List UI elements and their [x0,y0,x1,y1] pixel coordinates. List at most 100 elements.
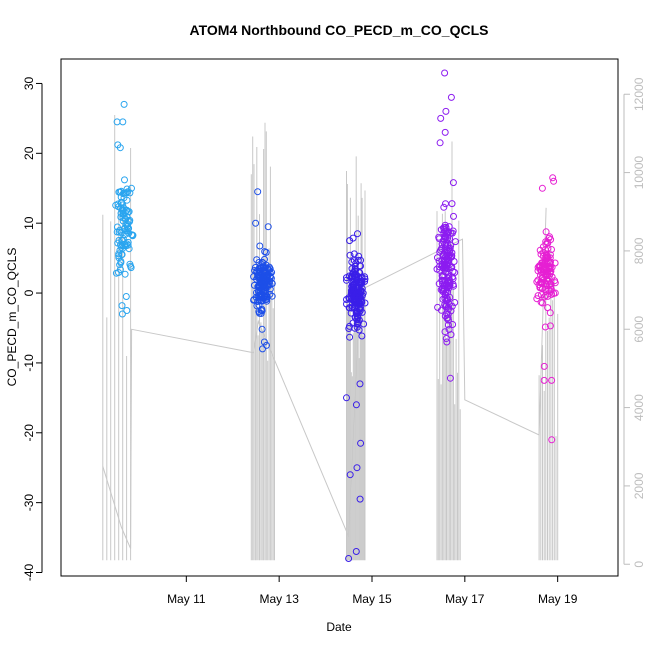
data-point [250,296,258,304]
data-point [353,306,360,314]
left-tick-label: 20 [22,146,36,160]
data-point [439,280,447,288]
data-point [348,258,356,266]
data-point [450,282,457,290]
data-point [543,268,551,276]
data-point [546,309,554,317]
data-point [119,235,127,242]
data-point [129,232,137,240]
chart-title: ATOM4 Northbound CO_PECD_m_CO_QCLS [190,22,489,38]
data-point [442,335,450,342]
data-point [444,288,452,296]
data-point [442,107,450,115]
data-point [350,250,358,258]
left-tick-label: -40 [22,564,36,582]
data-point [113,223,121,231]
right-tick-label: 2000 [632,472,646,499]
data-point [263,275,271,282]
data-point [353,289,361,297]
data-point [540,376,548,384]
data-point [263,341,270,349]
data-point [549,174,557,182]
data-point [252,219,260,227]
data-point [541,323,549,331]
data-point [121,270,129,278]
data-point [547,280,555,288]
data-point [361,299,369,307]
left-tick-label: -30 [22,494,36,512]
data-point [447,242,455,249]
data-point [450,212,457,220]
data-point [118,302,126,310]
data-point [539,284,546,292]
data-point [117,193,125,201]
data-point [436,139,444,147]
data-point [352,548,360,555]
data-point [544,253,552,261]
data-point [441,69,449,77]
data-point [534,292,542,300]
data-point [261,255,268,263]
data-point [538,299,546,307]
data-point [260,338,268,346]
data-point [443,338,451,346]
bottom-tick-label: May 15 [352,592,392,606]
y-axis-label: CO_PECD_m_CO_QCLS [5,248,19,387]
data-point [441,233,449,240]
data-point [347,309,355,317]
data-point [261,264,269,271]
data-point [537,298,545,306]
data-point [442,241,450,249]
data-point [547,267,555,275]
altitude-line [102,207,547,549]
data-point [440,203,448,211]
right-tick-label: 10000 [632,156,646,190]
data-point [542,238,550,246]
data-point [254,188,262,196]
data-point [343,394,350,402]
right-tick-label: 12000 [632,77,646,111]
data-point [253,256,261,264]
data-point [355,281,362,288]
data-point [348,265,356,273]
data-point [439,295,447,303]
data-point [447,93,455,101]
data-point [116,144,124,152]
data-point [261,268,269,276]
data-point [346,333,354,341]
data-point [444,277,452,285]
data-point [259,345,266,353]
data-point [551,277,559,285]
data-point [538,280,546,287]
data-point [123,185,131,193]
data-point [118,310,126,318]
data-point [257,297,265,305]
data-point [437,114,445,122]
data-point [445,261,453,269]
data-point [121,176,128,184]
data-point [346,471,354,479]
right-tick-label: 0 [632,561,646,568]
bottom-tick-label: May 17 [445,592,485,606]
data-point [361,275,369,283]
data-point [123,307,131,314]
data-point [544,239,552,247]
data-point [542,228,550,236]
data-point [548,436,556,444]
data-point [539,268,547,276]
data-point [117,258,125,265]
data-point [348,273,356,281]
left-tick-label: -10 [22,354,36,372]
data-point [128,231,136,239]
data-point [266,285,274,293]
data-point [438,240,446,248]
data-point [440,272,448,280]
data-point [124,241,132,249]
data-point [357,439,365,447]
data-point [264,223,272,231]
data-point [451,269,459,276]
data-point [353,316,361,324]
data-point [115,250,123,258]
data-point [446,254,454,262]
